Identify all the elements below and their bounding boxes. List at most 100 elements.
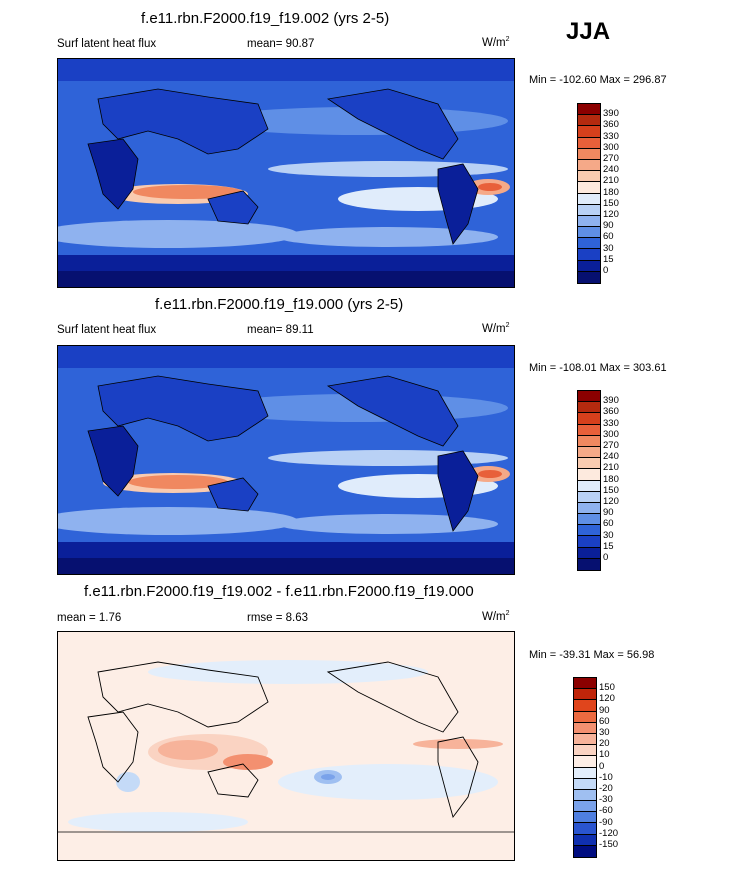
colorbar-tick-label: 15 — [603, 253, 614, 265]
colorbar-tick-label: 330 — [603, 130, 619, 142]
colorbar-tick-label: 90 — [603, 507, 614, 519]
colorbar-tick-label: 60 — [599, 715, 610, 727]
colorbar-segment — [578, 402, 600, 414]
colorbar-tick-label: -150 — [599, 839, 619, 850]
colorbar-segment — [574, 722, 596, 734]
colorbar-segment — [578, 171, 600, 183]
colorbar-tick-label: -10 — [599, 771, 613, 783]
colorbar-segment — [574, 678, 596, 690]
colorbar-tick-label: 360 — [603, 406, 619, 418]
panel-2-units: W/m2 — [482, 322, 510, 335]
colorbar-segment — [578, 435, 600, 447]
colorbar-segment — [578, 260, 600, 272]
colorbar-tick-label: 120 — [603, 496, 619, 507]
colorbar-segment — [578, 446, 600, 459]
colorbar-tick-label: 0 — [599, 760, 605, 772]
colorbar-tick-label: 60 — [603, 231, 614, 243]
panel-2-minmax: Min = -108.01 Max = 303.61 — [529, 362, 667, 374]
colorbar-tick-label: 240 — [603, 164, 619, 176]
colorbar-segment — [578, 182, 600, 194]
colorbar-segment — [578, 547, 600, 559]
colorbar-tick-label: 90 — [603, 220, 614, 232]
colorbar-segment — [574, 756, 596, 768]
colorbar-tick-label: 150 — [599, 682, 615, 694]
colorbar-tick-label: 180 — [603, 473, 619, 485]
colorbar-segment — [578, 115, 600, 127]
colorbar-segment — [578, 480, 600, 492]
colorbar-segment — [574, 767, 596, 779]
panel-1-map — [57, 58, 515, 288]
colorbar-tick-label: 150 — [603, 484, 619, 496]
colorbar-segment — [578, 413, 600, 425]
panel-3-colorbar — [573, 677, 597, 858]
colorbar-tick-label: 210 — [603, 175, 619, 187]
colorbar-segment — [578, 249, 600, 261]
colorbar-tick-label: -120 — [599, 827, 619, 839]
season-label: JJA — [566, 18, 611, 45]
colorbar-segment — [578, 491, 600, 503]
colorbar-segment — [574, 700, 596, 712]
panel-2-map — [57, 345, 515, 575]
colorbar-segment — [578, 469, 600, 481]
colorbar-segment — [578, 204, 600, 216]
colorbar-segment — [578, 159, 600, 172]
colorbar-tick-label: 300 — [603, 428, 619, 440]
colorbar-segment — [578, 126, 600, 138]
colorbar-tick-label: 270 — [603, 440, 619, 451]
colorbar-tick-label: -60 — [599, 805, 613, 817]
panel-1-mean-label: mean= 90.87 — [247, 38, 315, 50]
panel-2-colorbar — [577, 390, 601, 571]
colorbar-segment — [574, 845, 596, 857]
colorbar-tick-label: 270 — [603, 153, 619, 164]
colorbar-tick-label: 150 — [603, 197, 619, 209]
colorbar-tick-label: 30 — [603, 529, 614, 541]
colorbar-segment — [574, 801, 596, 813]
panel-3-minmax: Min = -39.31 Max = 56.98 — [529, 649, 655, 661]
colorbar-tick-label: 15 — [603, 540, 614, 552]
colorbar-segment — [578, 558, 600, 570]
colorbar-tick-label: 240 — [603, 451, 619, 463]
panel-3-units: W/m2 — [482, 610, 510, 623]
colorbar-segment — [574, 733, 596, 746]
colorbar-segment — [578, 238, 600, 250]
colorbar-segment — [578, 514, 600, 526]
panel-3-mean-label: mean = 1.76 — [57, 612, 122, 624]
colorbar-segment — [578, 104, 600, 116]
colorbar-tick-label: 120 — [599, 693, 615, 705]
colorbar-segment — [578, 148, 600, 160]
colorbar-tick-label: 30 — [603, 242, 614, 254]
colorbar-tick-label: -20 — [599, 783, 613, 794]
panel-1-units: W/m2 — [482, 36, 510, 49]
colorbar-segment — [578, 193, 600, 205]
colorbar-segment — [574, 778, 596, 790]
panel-1-minmax: Min = -102.60 Max = 296.87 — [529, 74, 667, 86]
colorbar-segment — [574, 745, 596, 757]
colorbar-segment — [578, 424, 600, 436]
panel-1-title: f.e11.rbn.F2000.f19_f19.002 (yrs 2-5) — [141, 10, 390, 27]
panel-3-title: f.e11.rbn.F2000.f19_f19.002 - f.e11.rbn.… — [84, 583, 474, 600]
colorbar-segment — [578, 536, 600, 548]
colorbar-tick-label: 0 — [603, 552, 609, 563]
colorbar-tick-label: 210 — [603, 462, 619, 474]
colorbar-tick-label: 360 — [603, 119, 619, 131]
colorbar-tick-label: -90 — [599, 816, 613, 828]
colorbar-segment — [578, 391, 600, 403]
colorbar-tick-label: 0 — [603, 265, 609, 276]
colorbar-segment — [574, 789, 596, 802]
colorbar-segment — [578, 227, 600, 239]
colorbar-segment — [578, 137, 600, 149]
colorbar-segment — [574, 834, 596, 846]
panel-2-mean-label: mean= 89.11 — [247, 324, 314, 336]
colorbar-segment — [574, 689, 596, 701]
colorbar-segment — [578, 502, 600, 515]
colorbar-tick-label: 30 — [599, 727, 610, 738]
colorbar-tick-label: -30 — [599, 794, 613, 806]
panel-1-colorbar — [577, 103, 601, 284]
colorbar-segment — [578, 458, 600, 470]
colorbar-tick-label: 10 — [599, 749, 610, 761]
colorbar-segment — [574, 711, 596, 723]
colorbar-segment — [578, 215, 600, 228]
colorbar-tick-label: 300 — [603, 141, 619, 153]
panel-3-map — [57, 631, 515, 861]
colorbar-segment — [578, 525, 600, 537]
